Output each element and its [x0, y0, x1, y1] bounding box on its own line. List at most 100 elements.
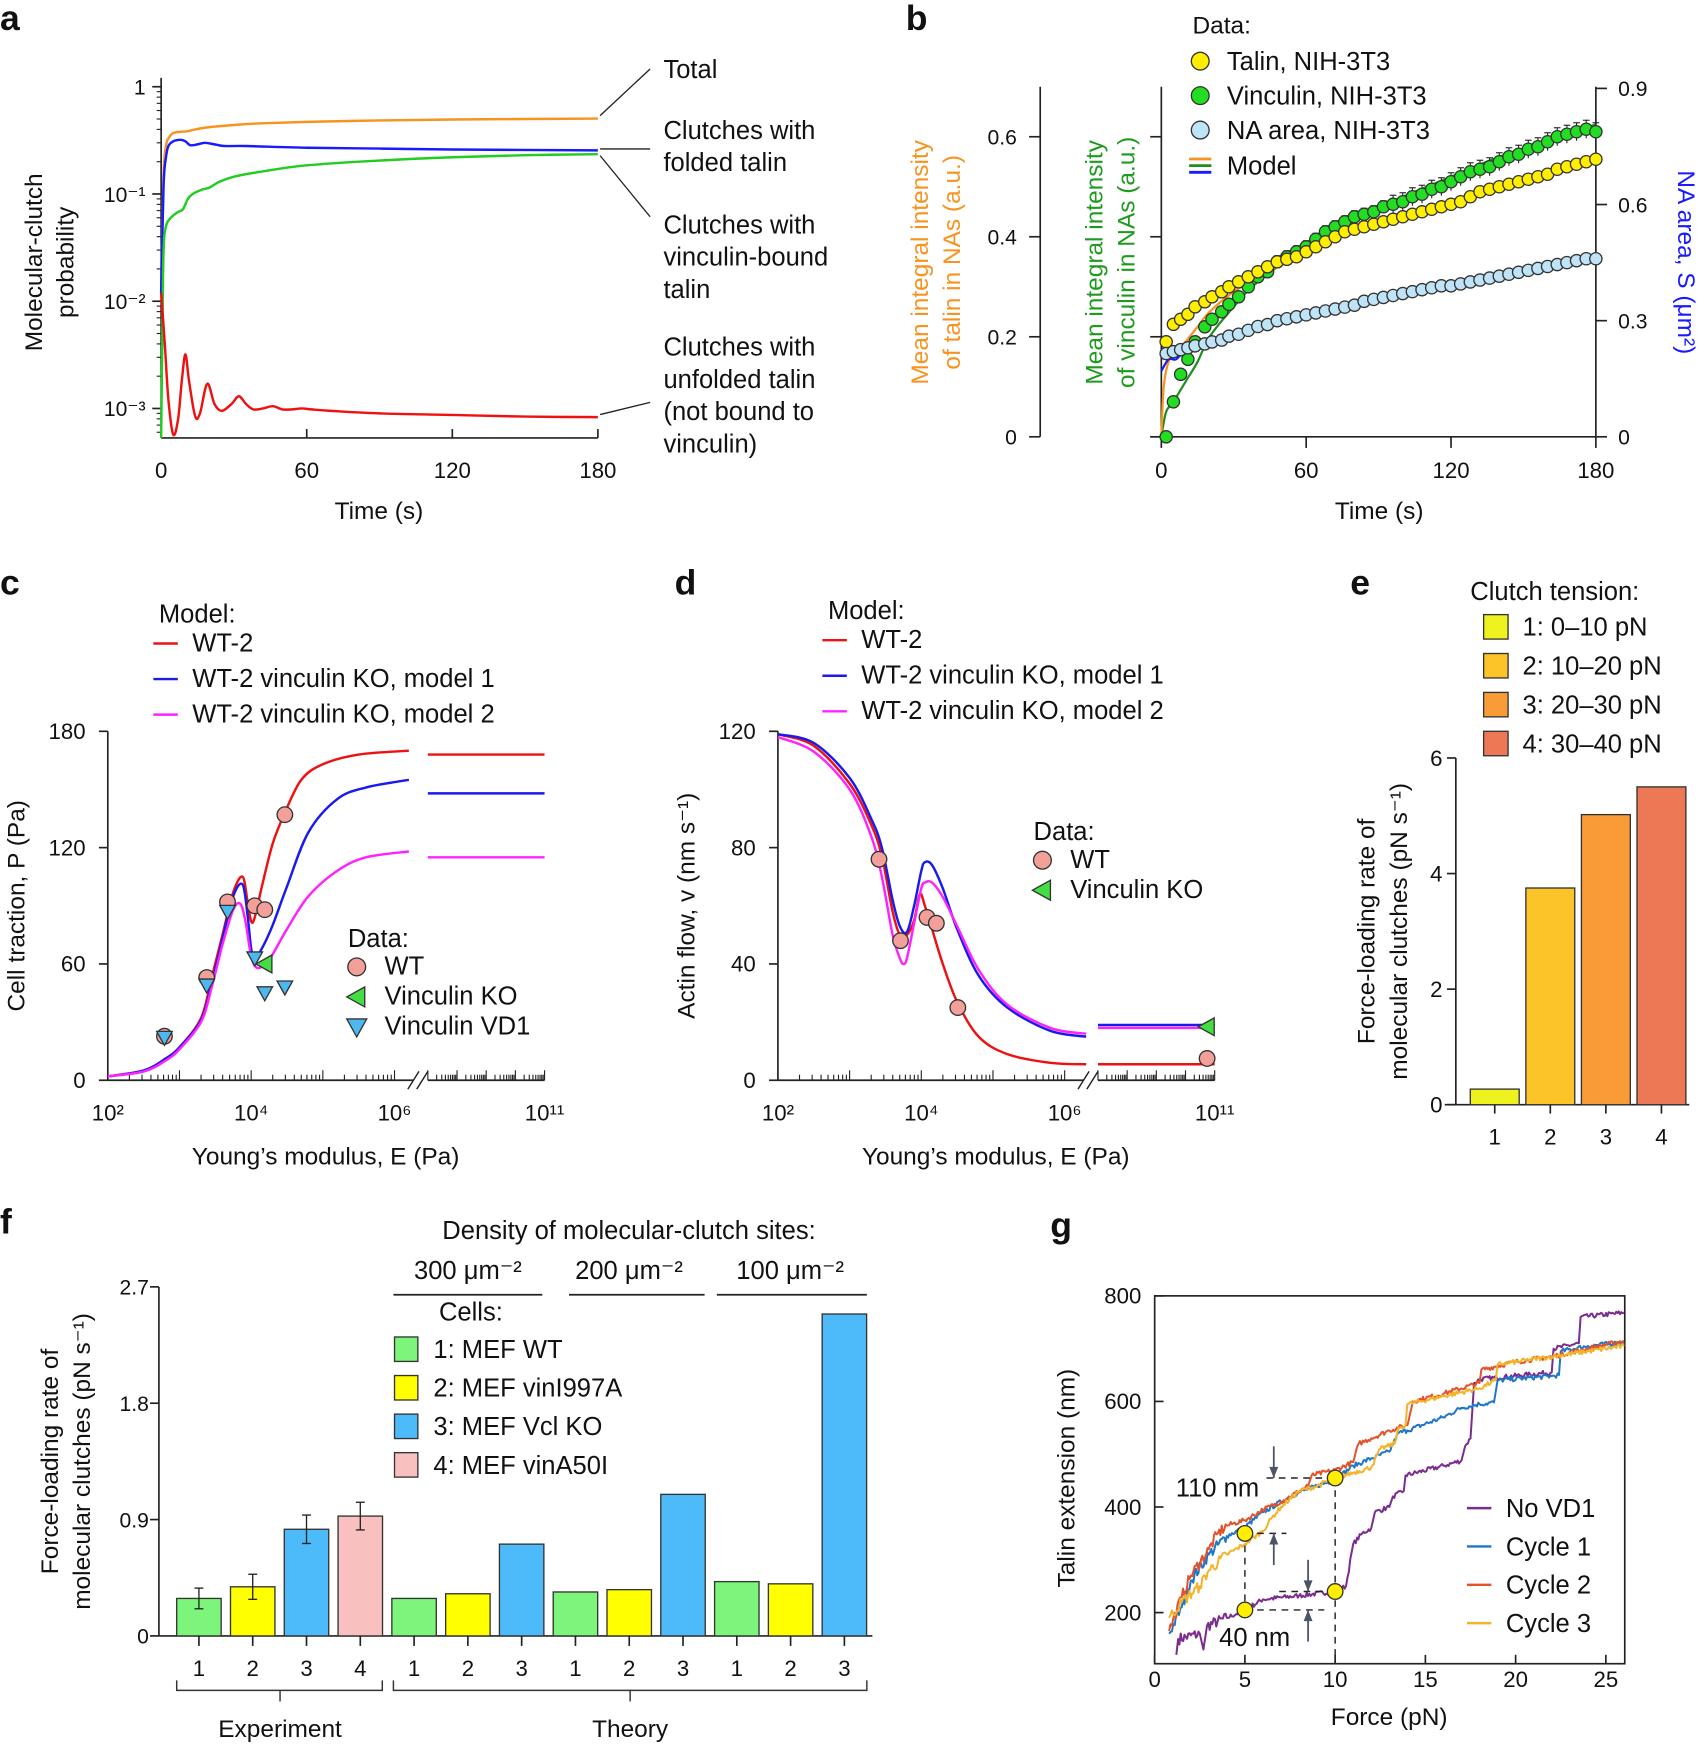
legend-label: Vinculin KO — [385, 983, 518, 1011]
y-tick-label: 0 — [743, 1068, 755, 1093]
leader-line — [599, 68, 651, 117]
x-tick-label: 2 — [247, 1656, 259, 1681]
legend-title: Clutch tension: — [1470, 578, 1639, 606]
legend-label: WT-2 vinculin KO, model 2 — [861, 697, 1163, 725]
legend-title: Cells: — [439, 1298, 503, 1326]
y-tick-label-right: 0 — [1618, 427, 1630, 450]
vinculin-vd1-point — [155, 1030, 174, 1047]
arrow-head — [1269, 1533, 1279, 1545]
series-line-1 — [159, 138, 598, 293]
legend-label: Cycle 3 — [1506, 1610, 1591, 1638]
annotation-110nm: 110 nm — [1176, 1474, 1259, 1502]
y-tick-label: 4 — [1430, 861, 1442, 886]
series-label: vinculin) — [663, 430, 757, 458]
group-label: Theory — [592, 1716, 669, 1743]
x-tick-label: 10² — [762, 1100, 794, 1125]
y-tick-label: 10⁻² — [104, 291, 146, 314]
legend-marker — [1031, 879, 1052, 902]
arrow-head — [1303, 1609, 1313, 1622]
legend-label: NA area, NIH-3T3 — [1227, 117, 1430, 145]
wt-point — [949, 999, 967, 1017]
legend-label: WT-2 vinculin KO, model 2 — [192, 700, 494, 728]
wt-point — [892, 932, 909, 950]
legend-title: Data: — [348, 925, 409, 953]
y-tick-label: 80 — [731, 835, 756, 860]
density-label: 200 μm⁻² — [575, 1257, 683, 1285]
legend-label: WT — [385, 953, 425, 981]
y-axis-label: probability — [52, 206, 79, 318]
density-label: 100 μm⁻² — [736, 1257, 844, 1285]
y-tick-label-right: 0.9 — [1618, 78, 1647, 101]
leader-line — [599, 401, 651, 416]
y-tick-label: 200 — [1104, 1600, 1141, 1625]
x-tick-label: 4 — [354, 1656, 366, 1681]
y-tick-label: 800 — [1104, 1284, 1141, 1309]
y-tick-label: 180 — [48, 719, 85, 744]
y-axis-label: molecular clutches (pN s⁻¹) — [1386, 783, 1413, 1080]
series-label: Total — [663, 56, 717, 84]
x-axis-label: Young’s modulus, E (Pa) — [192, 1144, 460, 1171]
bar-3 — [1580, 813, 1631, 1106]
x-tick-label: 3 — [1600, 1125, 1612, 1150]
legend-label: Talin, NIH-3T3 — [1227, 48, 1390, 76]
x-tick-label: 10 — [1323, 1667, 1348, 1692]
x-tick-label: 15 — [1413, 1667, 1438, 1692]
legend-swatch — [1482, 613, 1509, 640]
arrow-head — [1303, 1580, 1313, 1592]
vinculin-point — [1589, 124, 1603, 139]
bar-experiment-4 — [337, 1515, 384, 1637]
legend-label: Vinculin KO — [1070, 876, 1203, 904]
wt-point — [1198, 1050, 1216, 1067]
vinculin-vd1-point — [218, 904, 237, 921]
legend-label: 1: 0–10 pN — [1523, 614, 1648, 642]
bar-theory-2 — [767, 1583, 814, 1637]
y-axis-label: Actin flow, v (nm s⁻¹) — [674, 793, 701, 1019]
y-tick-label-right: 0.6 — [1618, 194, 1647, 217]
x-tick-label: 1 — [408, 1656, 420, 1681]
wt-point — [256, 901, 274, 919]
x-tick-label: 180 — [1577, 458, 1614, 483]
x-tick-label: 4 — [1655, 1125, 1667, 1150]
y-tick-label: 0.2 — [988, 327, 1017, 350]
y-tick-label: 1 — [134, 77, 146, 100]
x-tick-label: 0 — [155, 458, 167, 483]
x-tick-label: 60 — [1294, 458, 1319, 483]
y-tick-label-right: 0.3 — [1618, 310, 1647, 333]
y-tick-label: 6 — [1430, 746, 1442, 771]
x-tick-label: 10² — [92, 1100, 124, 1125]
y-tick-label: 2 — [1430, 977, 1442, 1002]
x-tick-label: 10⁴ — [234, 1100, 268, 1125]
x-tick-label: 10⁴ — [904, 1100, 938, 1125]
y-tick-label: 0 — [1430, 1092, 1442, 1117]
x-tick-label: 120 — [434, 458, 471, 483]
y-tick-label: 120 — [48, 835, 85, 860]
vinculin-axis-label: Mean integral intensity — [1081, 139, 1108, 384]
y-tick-label: 0.4 — [988, 227, 1018, 250]
x-tick-label: 2 — [1544, 1125, 1556, 1150]
annotation-marker — [1236, 1601, 1254, 1619]
series-label: Clutches with — [663, 117, 815, 145]
x-tick-label: 2 — [623, 1656, 635, 1681]
bar-theory-2 — [606, 1588, 653, 1637]
vinculin-vd1-point — [275, 980, 294, 997]
vinculin-point — [1231, 289, 1246, 304]
legend-title: Model: — [828, 597, 905, 625]
x-tick-label: 120 — [1432, 458, 1469, 483]
x-tick-label: 0 — [1148, 1667, 1160, 1692]
legend-label: 3: 20–30 pN — [1523, 692, 1662, 720]
model-line-2 — [777, 735, 1087, 1035]
legend-marker — [1190, 120, 1210, 140]
vinculin-point — [1173, 367, 1188, 382]
annotation-marker — [1326, 1469, 1344, 1487]
panel-label-d: d — [675, 563, 697, 603]
talin-axis-label: Mean integral intensity — [907, 139, 934, 384]
vinculin-vd1-point — [255, 986, 274, 1003]
x-tick-label: 10⁶ — [378, 1100, 412, 1125]
legend-label: 1: MEF WT — [433, 1336, 563, 1364]
legend-swatch — [1482, 691, 1509, 718]
annotation-40nm: 40 nm — [1219, 1624, 1290, 1652]
vinculin-ko-point — [254, 953, 273, 974]
x-tick-label: 3 — [838, 1656, 850, 1681]
panel-label-c: c — [0, 563, 20, 603]
plot-frame — [1153, 1295, 1626, 1665]
